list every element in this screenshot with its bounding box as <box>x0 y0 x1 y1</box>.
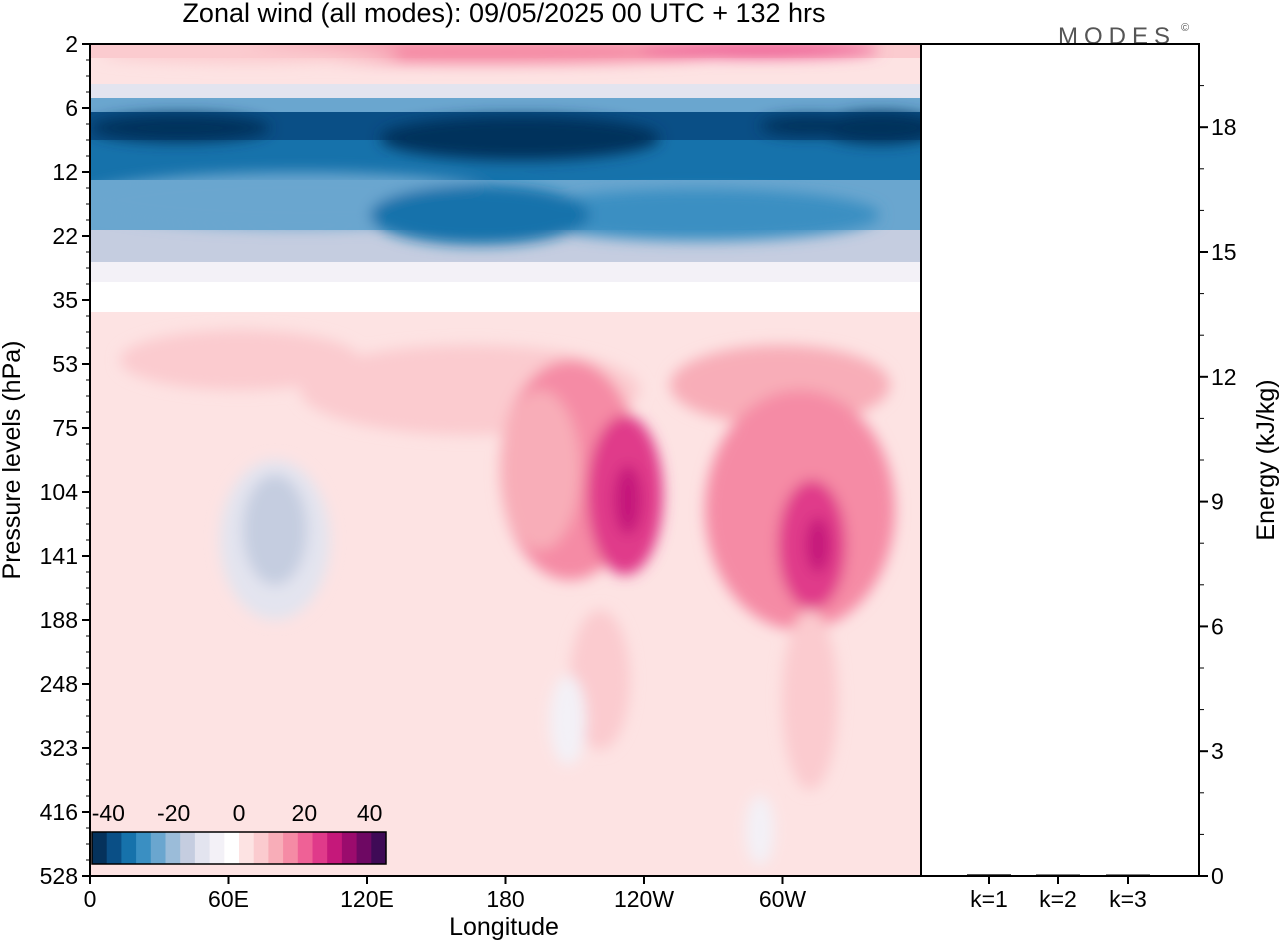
colorbar-tick-label: -40 <box>92 800 125 826</box>
longitude-tick-label: 0 <box>84 886 97 912</box>
energy-bar <box>1036 874 1080 876</box>
wind-core <box>380 116 660 160</box>
colorbar-swatch <box>253 832 269 864</box>
energy-frame <box>920 43 1200 877</box>
energy-tick-label: 3 <box>1211 738 1224 764</box>
wind-core <box>640 44 880 58</box>
longitude-tick-label: 120E <box>340 886 394 912</box>
colorbar-swatch <box>150 832 166 864</box>
energy-tick-label: 9 <box>1211 489 1224 515</box>
energy-axis-label: Energy (kJ/kg) <box>1252 379 1280 540</box>
wind-core <box>243 475 307 585</box>
colorbar: -40 -20 0 20 40 <box>91 800 387 865</box>
pressure-axis: 2 6 12 22 35 53 75 104 141 188 248 323 416 528 <box>40 31 90 889</box>
pressure-band <box>90 98 921 112</box>
wind-core <box>614 465 642 535</box>
energy-panel: 0 3 6 9 12 15 18 k=1 k=2 k=3 Energy (kJ/kg) <box>920 43 1280 912</box>
energy-axis: 0 3 6 9 12 15 18 <box>1199 85 1237 889</box>
pressure-tick-label: 6 <box>65 95 78 121</box>
pressure-axis-label: Pressure levels (hPa) <box>0 341 26 580</box>
colorbar-swatch <box>341 832 358 864</box>
colorbar-swatch <box>327 832 343 864</box>
colorbar-tick-label: 40 <box>357 800 383 826</box>
energy-tick-label: 6 <box>1211 613 1224 639</box>
pressure-band <box>90 72 921 84</box>
pressure-tick-label: 416 <box>40 799 78 825</box>
colorbar-swatch <box>312 832 328 864</box>
pressure-band <box>90 282 921 312</box>
colorbar-frame <box>91 831 387 865</box>
longitude-tick-label: 60E <box>208 886 249 912</box>
colorbar-swatch <box>371 832 387 864</box>
colorbar-swatch <box>106 832 122 864</box>
pressure-band <box>90 84 921 98</box>
wind-core <box>550 675 586 765</box>
colorbar-tick-label: 0 <box>233 800 246 826</box>
energy-tick-label: 12 <box>1211 364 1237 390</box>
pressure-band <box>90 262 921 282</box>
energy-tick-label: 18 <box>1211 114 1237 140</box>
energy-category-label: k=2 <box>1039 886 1077 912</box>
logo-copyright-mark: © <box>1181 22 1189 34</box>
pressure-tick-label: 75 <box>52 415 78 441</box>
pressure-tick-label: 35 <box>52 287 78 313</box>
pressure-tick-label: 12 <box>52 159 78 185</box>
wind-core <box>370 185 590 245</box>
pressure-tick-label: 2 <box>65 31 78 57</box>
wind-core <box>746 795 774 865</box>
energy-tick-label: 0 <box>1211 863 1224 889</box>
energy-tick-label: 15 <box>1211 239 1237 265</box>
colorbar-swatch <box>92 832 108 864</box>
wind-core <box>100 47 400 63</box>
wind-core <box>500 390 580 550</box>
colorbar-swatch <box>356 832 372 864</box>
pressure-tick-label: 248 <box>40 671 78 697</box>
colorbar-swatch <box>283 832 299 864</box>
wind-cores <box>90 44 921 865</box>
colorbar-swatch <box>224 832 240 864</box>
colorbar-swatch <box>121 832 137 864</box>
colorbar-tick-label: 20 <box>292 800 318 826</box>
chart-title: Zonal wind (all modes): 09/05/2025 00 UT… <box>182 0 825 28</box>
longitude-tick-label: 180 <box>486 886 524 912</box>
wind-core <box>760 116 860 136</box>
wind-core <box>90 114 270 142</box>
wind-core <box>806 517 830 573</box>
longitude-tick-label: 60W <box>759 886 807 912</box>
colorbar-tick-label: -20 <box>157 800 190 826</box>
energy-category-label: k=1 <box>970 886 1008 912</box>
colorbar-swatch <box>209 832 225 864</box>
colorbar-swatch <box>297 832 313 864</box>
energy-bar <box>967 874 1011 876</box>
wind-core <box>782 610 838 790</box>
pressure-tick-label: 323 <box>40 735 78 761</box>
pressure-tick-label: 188 <box>40 607 78 633</box>
pressure-tick-label: 141 <box>40 543 78 569</box>
longitude-axis-label: Longitude <box>449 913 559 941</box>
colorbar-swatch <box>194 832 211 864</box>
energy-bars: k=1 k=2 k=3 <box>967 874 1150 912</box>
pressure-tick-label: 53 <box>52 351 78 377</box>
pressure-tick-label: 104 <box>40 479 79 505</box>
pressure-tick-label: 22 <box>52 223 78 249</box>
energy-bar <box>1106 874 1150 876</box>
colorbar-swatch <box>180 832 196 864</box>
wind-core <box>520 189 880 241</box>
longitude-axis: 0 60E 120E 180 120W 60W <box>84 876 807 912</box>
wind-heatmap <box>90 44 921 876</box>
colorbar-swatch <box>165 832 181 864</box>
longitude-tick-label: 120W <box>614 886 674 912</box>
colorbar-swatch <box>239 832 255 864</box>
wind-core <box>120 330 360 390</box>
pressure-tick-label: 528 <box>40 863 78 889</box>
colorbar-swatch <box>268 832 284 864</box>
colorbar-swatch <box>136 832 152 864</box>
energy-category-label: k=3 <box>1109 886 1147 912</box>
